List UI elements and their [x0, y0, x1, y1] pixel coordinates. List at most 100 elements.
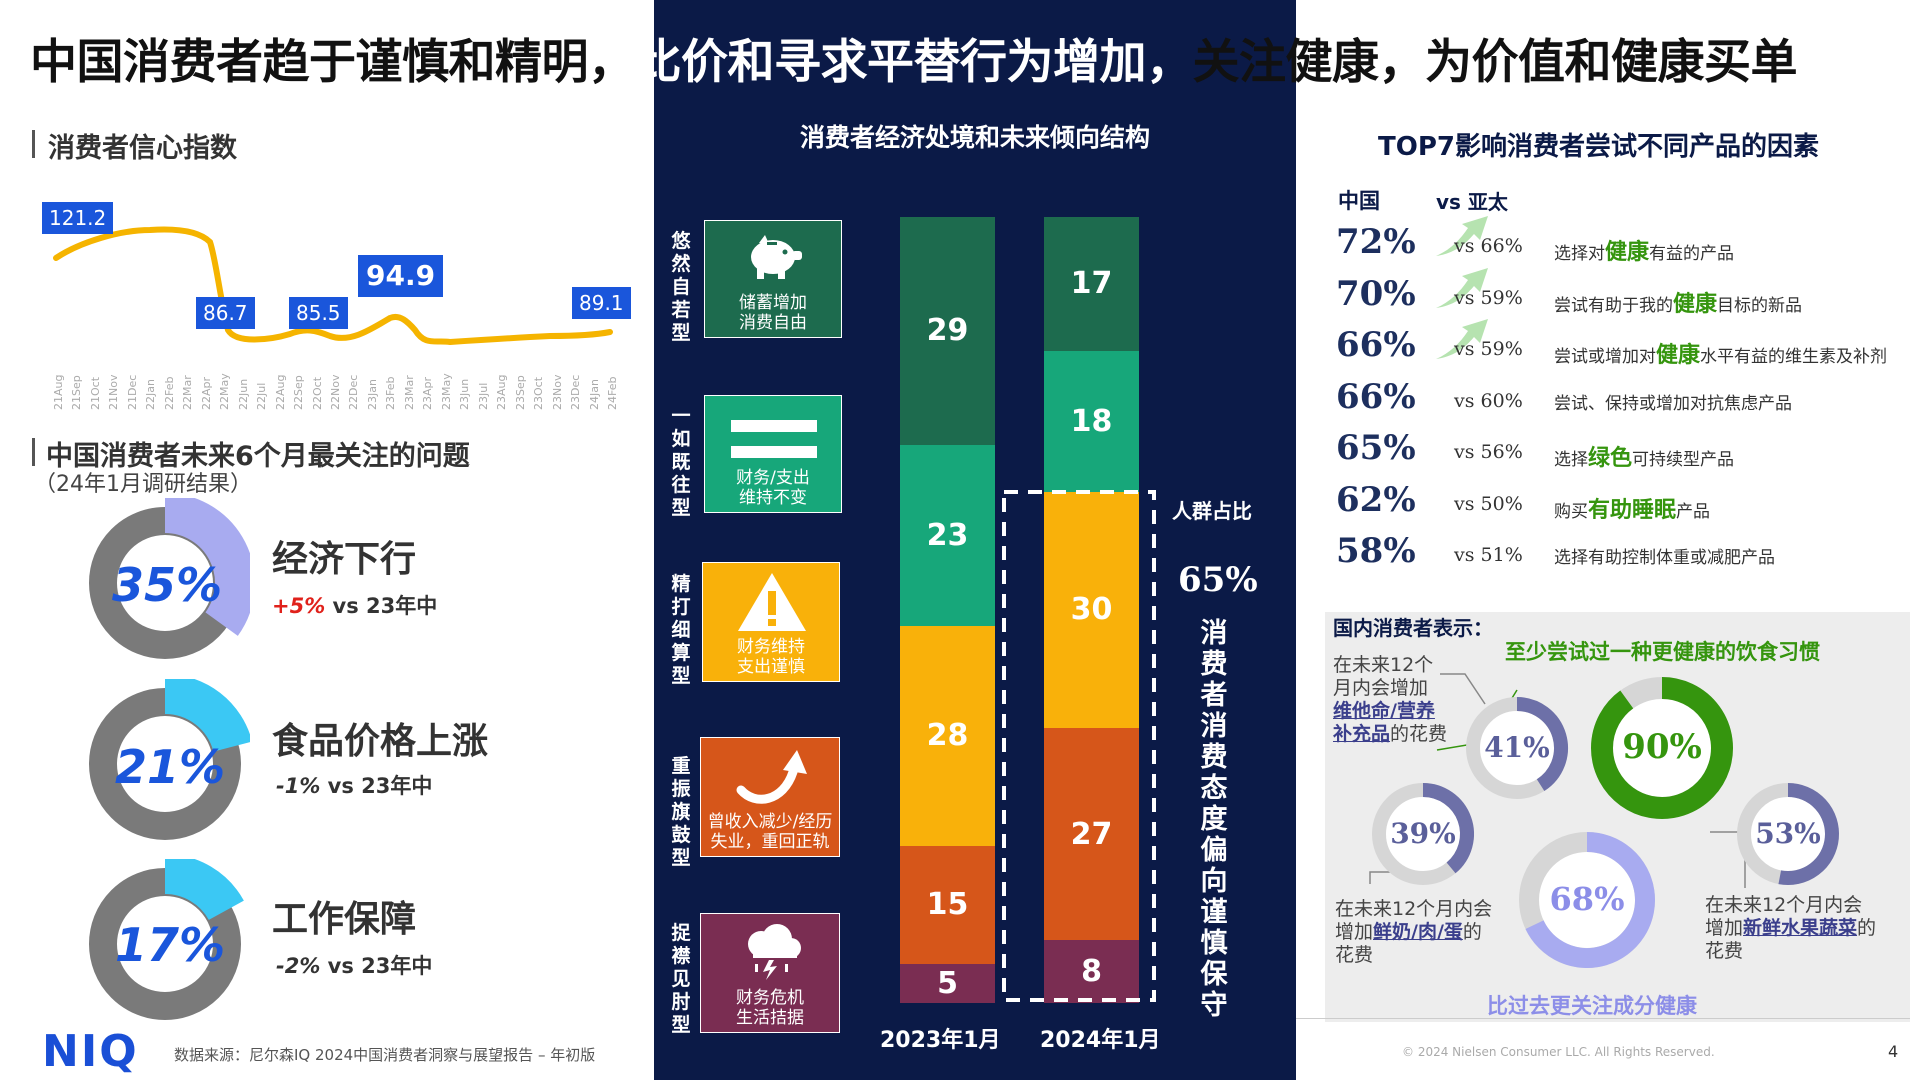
section-marker: [32, 130, 35, 158]
column-china: 中国: [1338, 189, 1380, 213]
factor-china-pct: 66%: [1336, 376, 1416, 417]
ring-pct-label: 53%: [1755, 816, 1821, 850]
trend-up-arrow-icon: [1436, 319, 1488, 359]
caption-line: 支出谨慎: [737, 657, 805, 677]
date-tick: 22Aug: [273, 374, 287, 410]
share-description: 消费者消费态度偏向谨慎保守: [1200, 618, 1228, 1021]
category-caption: 财务维持 支出谨慎: [703, 637, 839, 677]
category-label: 精打细算型: [671, 573, 691, 687]
bar-value-label: 15: [926, 887, 969, 923]
niq-logo: NIQ: [42, 1026, 139, 1077]
category-box-careful: 财务维持 支出谨慎: [702, 562, 840, 682]
date-tick: 22Sep: [292, 375, 306, 410]
date-tick: 23Nov: [550, 374, 564, 410]
factor-apac-pct: vs 59%: [1454, 286, 1523, 309]
date-tick: 22Jul: [255, 382, 269, 410]
bar-value-label: 18: [1070, 403, 1113, 439]
bar-segment: 23: [900, 444, 995, 626]
health-panel: 国内消费者表示： 至少尝试过一种更健康的饮食习惯 在未来12个 月内会增加 维他…: [1325, 612, 1910, 1022]
cautious-highlight-frame: [1002, 490, 1156, 1002]
ring-value-arc: [1525, 832, 1655, 968]
date-tick: 22Mar: [181, 375, 195, 410]
warning-icon: [738, 573, 806, 631]
factor-apac-pct: vs 60%: [1454, 389, 1523, 412]
factor-apac-pct: vs 66%: [1454, 235, 1523, 257]
caption-line: 财务危机: [736, 988, 804, 1008]
dairy-ring: [1372, 783, 1474, 885]
factor-description: 选择对健康有益的产品: [1554, 240, 1735, 265]
caption-line: 生活拮据: [736, 1008, 804, 1028]
concern-donut: [89, 679, 250, 840]
bar-segment: 29: [900, 217, 995, 445]
category-caption: 财务/支出 维持不变: [705, 468, 841, 508]
ingredients-label: 比过去更关注成分健康: [1487, 994, 1697, 1018]
date-tick: 23May: [439, 373, 453, 410]
bar-value-label: 29: [926, 313, 969, 349]
factor-china-pct: 65%: [1336, 428, 1416, 468]
category-box-struggling: 财务危机 生活拮据: [700, 913, 840, 1033]
ring-value-arc: [1516, 697, 1568, 792]
page-title: 中国消费者趋于谨慎和精明，比价和寻求平替行为增加，关注健康，为价值和健康买单: [30, 35, 1797, 90]
dairy-text: 在未来12个月内会 增加鲜奶/肉/蛋的 花费: [1335, 898, 1493, 966]
donut-value-arc: [164, 679, 250, 753]
concern-label: 工作保障: [272, 899, 417, 940]
date-tick: 22Apr: [199, 376, 213, 410]
ring-value-arc: [1422, 783, 1474, 874]
date-tick: 24Feb: [606, 376, 619, 410]
column-apac: vs 亚太: [1436, 190, 1508, 214]
confidence-label-peak: 94.9: [358, 255, 444, 297]
category-label: 悠然自若型: [671, 230, 691, 344]
category-caption: 储蓄增加 消费自由: [705, 293, 841, 333]
date-tick: 21Nov: [107, 374, 121, 410]
bar-value-label: 5: [937, 965, 958, 1001]
factor-description: 尝试或增加对健康水平有益的维生素及补剂: [1554, 343, 1888, 368]
factor-description: 尝试、保持或增加对抗焦虑产品: [1554, 393, 1792, 414]
date-tick: 23Oct: [532, 376, 546, 410]
date-tick: 22Feb: [162, 376, 176, 410]
factor-apac-pct: vs 51%: [1454, 544, 1523, 566]
factor-description: 选择有助控制体重或减肥产品: [1554, 548, 1775, 568]
copyright: © 2024 Nielsen Consumer LLC. All Rights …: [1402, 1045, 1715, 1059]
date-tick: 21Dec: [125, 374, 139, 410]
bar-segment: 15: [900, 845, 995, 964]
factor-china-pct: 58%: [1336, 531, 1416, 571]
concern-delta: -2% vs 23年中: [276, 954, 433, 978]
healthy-diet-label: 至少尝试过一种更健康的饮食习惯: [1505, 640, 1820, 664]
bar-segment: 18: [1044, 350, 1139, 493]
donut-value-arc: [164, 859, 244, 921]
category-caption: 曾收入减少/经历 失业，重回正轨: [701, 812, 839, 852]
ring-pct-label: 90%: [1622, 726, 1702, 767]
factor-china-pct: 70%: [1336, 273, 1416, 314]
bar-value-label: 27: [1070, 816, 1113, 852]
bar-segment: 8: [1044, 940, 1139, 1003]
caption-line: 失业，重回正轨: [710, 832, 830, 852]
source-note: 数据来源：尼尔森IQ 2024中国消费者洞察与展望报告 – 年初版: [174, 1046, 596, 1064]
category-box-rebound: 曾收入减少/经历 失业，重回正轨: [700, 737, 840, 857]
factors-title: TOP7影响消费者尝试不同产品的因素: [1378, 132, 1819, 162]
bar-year-label: 2023年1月: [880, 1028, 1001, 1053]
factor-china-pct: 62%: [1336, 479, 1416, 520]
date-tick: 23Jul: [476, 382, 490, 410]
confidence-label-start: 121.2: [42, 202, 114, 234]
date-tick: 21Aug: [52, 374, 65, 410]
trend-up-arrow-icon: [1436, 216, 1488, 256]
caption-line: 财务维持: [737, 637, 805, 657]
date-tick: 22Nov: [329, 374, 342, 410]
fresh-text: 在未来12个月内会 增加新鲜水果蔬菜的 花费: [1705, 894, 1877, 962]
caption-line: 维持不变: [739, 488, 807, 508]
confidence-label-end: 89.1: [572, 287, 631, 319]
date-tick: 23Jan: [365, 379, 379, 410]
bar-segment: 28: [900, 625, 995, 846]
concerns-subtitle: （24年1月调研结果）: [34, 472, 252, 497]
factor-description: 选择绿色可持续型产品: [1554, 446, 1735, 471]
donut-track: [89, 688, 241, 840]
donut-value-arc: [164, 498, 250, 636]
bar-value-label: 28: [926, 718, 969, 754]
ring-pct-label: 68%: [1549, 880, 1625, 919]
ring-pct-label: 39%: [1390, 816, 1456, 850]
date-tick: 23Apr: [421, 376, 435, 410]
bar-value-label: 8: [1081, 954, 1102, 990]
category-label: 捉襟见肘型: [671, 922, 691, 1036]
date-tick: 23Mar: [402, 375, 416, 410]
category-box-steady: 财务/支出 维持不变: [704, 395, 842, 513]
